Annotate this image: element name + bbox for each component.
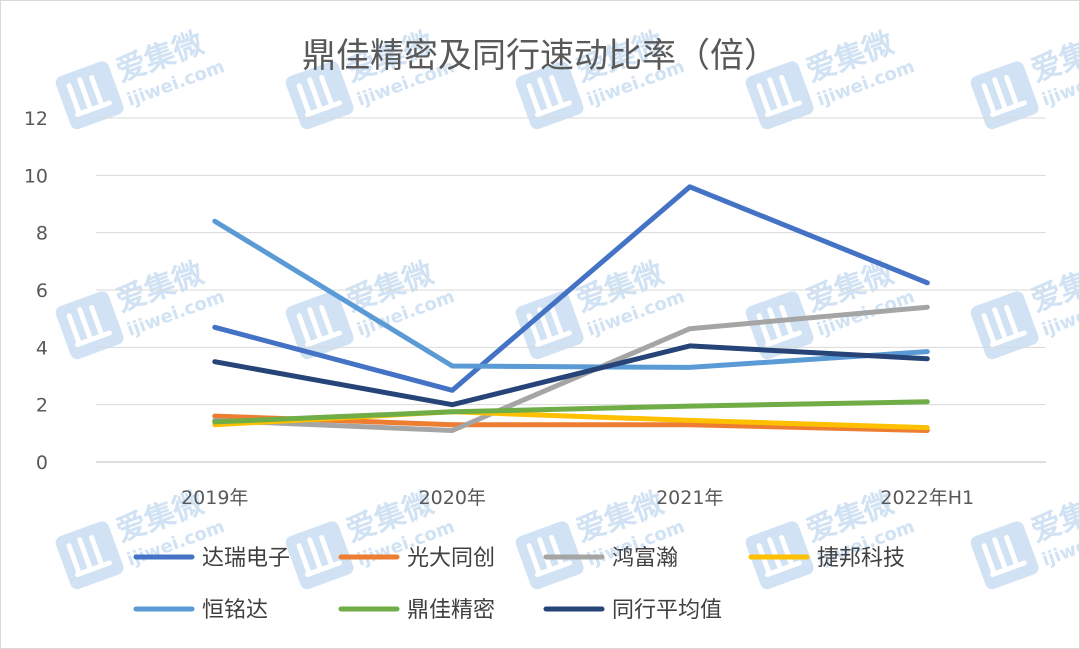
x-tick-label: 2022年H1	[880, 487, 974, 509]
legend-label: 达瑞电子	[202, 546, 290, 571]
legend-label: 捷邦科技	[817, 546, 905, 571]
watermark-logo-icon	[55, 521, 124, 590]
legend-item: 鸿富瀚	[543, 546, 678, 571]
series-line	[212, 218, 930, 370]
legend-item: 达瑞电子	[133, 546, 290, 571]
x-axis: 2019年 2020年 2021年 2022年H1	[181, 487, 974, 509]
legend-item: 光大同创	[338, 546, 495, 571]
legend-item: 同行平均值	[543, 598, 722, 623]
y-tick-label: 4	[36, 337, 48, 359]
watermark-logo-icon	[285, 291, 354, 360]
watermark-logo-icon	[285, 61, 354, 130]
legend-label: 鸿富瀚	[612, 546, 678, 571]
watermark-logo-icon	[55, 291, 124, 360]
watermark-logo-icon	[515, 61, 584, 130]
watermark-logo-icon	[285, 521, 354, 590]
y-axis: 0 2 4 6 8 10 12	[24, 108, 48, 474]
y-tick-label: 0	[36, 452, 48, 474]
legend-label: 鼎佳精密	[407, 598, 495, 623]
series-line	[212, 399, 930, 425]
legend-item: 捷邦科技	[748, 546, 905, 571]
legend-label: 光大同创	[407, 546, 495, 571]
legend-item: 恒铭达	[133, 598, 268, 623]
series-line	[212, 184, 930, 393]
watermark-logo-icon	[745, 291, 814, 360]
y-tick-label: 6	[36, 280, 48, 302]
y-tick-label: 12	[24, 108, 48, 130]
legend-label: 恒铭达	[202, 598, 268, 623]
watermark-logo-icon	[515, 291, 584, 360]
series-line	[212, 343, 930, 408]
watermark-logo-icon	[970, 61, 1039, 130]
series-lines	[212, 184, 930, 433]
y-tick-label: 8	[36, 223, 48, 245]
watermark-logo-icon	[745, 61, 814, 130]
legend-item: 鼎佳精密	[338, 598, 495, 623]
watermark-logo-icon	[970, 521, 1039, 590]
watermark-logo-icon	[55, 61, 124, 130]
y-tick-label: 2	[36, 395, 48, 417]
x-tick-label: 2019年	[181, 487, 248, 509]
watermark-logo-icon	[970, 291, 1039, 360]
x-tick-label: 2020年	[419, 487, 486, 509]
x-tick-label: 2021年	[656, 487, 723, 509]
y-tick-label: 10	[24, 165, 48, 187]
chart-title: 鼎佳精密及同行速动比率（倍）	[302, 36, 778, 76]
legend-label: 同行平均值	[612, 598, 722, 623]
series-line	[212, 304, 930, 433]
